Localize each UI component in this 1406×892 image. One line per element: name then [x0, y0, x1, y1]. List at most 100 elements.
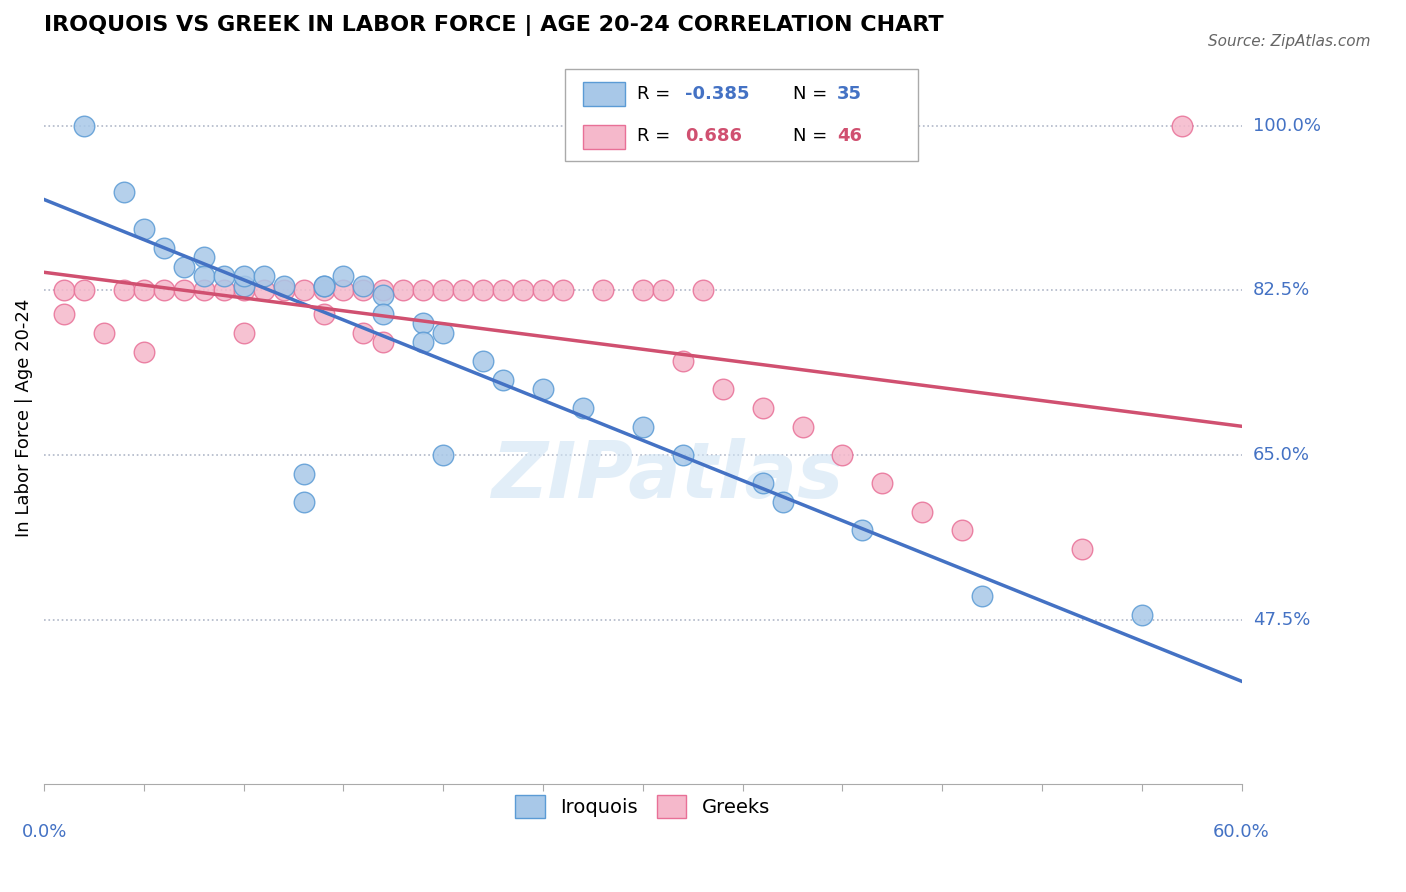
- Point: [373, 307, 395, 321]
- Point: [132, 344, 155, 359]
- Point: [432, 326, 454, 340]
- Point: [232, 326, 254, 340]
- Point: [212, 269, 235, 284]
- Point: [831, 448, 853, 462]
- Text: 46: 46: [837, 128, 862, 145]
- Point: [273, 284, 295, 298]
- Point: [751, 401, 773, 415]
- Point: [93, 326, 115, 340]
- FancyBboxPatch shape: [565, 69, 918, 161]
- Point: [950, 524, 973, 538]
- Point: [193, 251, 215, 265]
- Point: [312, 284, 335, 298]
- Point: [153, 284, 176, 298]
- Text: 82.5%: 82.5%: [1253, 281, 1310, 300]
- Point: [373, 284, 395, 298]
- Bar: [583, 82, 624, 106]
- Point: [472, 354, 495, 368]
- Point: [872, 476, 894, 491]
- Point: [352, 326, 374, 340]
- Y-axis label: In Labor Force | Age 20-24: In Labor Force | Age 20-24: [15, 298, 32, 537]
- Point: [232, 284, 254, 298]
- Point: [53, 284, 76, 298]
- Point: [412, 335, 434, 350]
- Point: [332, 269, 354, 284]
- Point: [292, 467, 315, 481]
- Bar: [583, 125, 624, 149]
- Point: [292, 495, 315, 509]
- Text: ZIPatlas: ZIPatlas: [491, 438, 844, 514]
- Legend: Iroquois, Greeks: Iroquois, Greeks: [508, 787, 778, 826]
- Text: R =: R =: [637, 128, 676, 145]
- Point: [672, 354, 695, 368]
- Point: [972, 589, 994, 603]
- Point: [631, 284, 654, 298]
- Point: [531, 284, 554, 298]
- Point: [253, 269, 276, 284]
- Text: 0.686: 0.686: [685, 128, 742, 145]
- Point: [911, 504, 934, 518]
- Point: [432, 284, 454, 298]
- Point: [492, 373, 515, 387]
- Text: 35: 35: [837, 85, 862, 103]
- Point: [232, 278, 254, 293]
- Point: [531, 382, 554, 396]
- Point: [332, 284, 354, 298]
- Point: [73, 119, 96, 133]
- Point: [312, 278, 335, 293]
- Point: [672, 448, 695, 462]
- Point: [193, 284, 215, 298]
- Point: [173, 284, 195, 298]
- Point: [312, 278, 335, 293]
- Text: -0.385: -0.385: [685, 85, 749, 103]
- Point: [1130, 608, 1153, 623]
- Text: 100.0%: 100.0%: [1253, 117, 1320, 135]
- Text: IROQUOIS VS GREEK IN LABOR FORCE | AGE 20-24 CORRELATION CHART: IROQUOIS VS GREEK IN LABOR FORCE | AGE 2…: [44, 15, 943, 36]
- Point: [792, 420, 814, 434]
- Point: [1170, 119, 1192, 133]
- Point: [292, 284, 315, 298]
- Point: [373, 335, 395, 350]
- Point: [212, 284, 235, 298]
- Point: [352, 278, 374, 293]
- Point: [253, 284, 276, 298]
- Text: 0.0%: 0.0%: [21, 823, 67, 841]
- Point: [551, 284, 574, 298]
- Point: [132, 222, 155, 236]
- Point: [373, 288, 395, 302]
- Point: [572, 401, 595, 415]
- Text: 65.0%: 65.0%: [1253, 446, 1310, 464]
- Point: [153, 241, 176, 255]
- Point: [492, 284, 515, 298]
- Point: [631, 420, 654, 434]
- Point: [692, 284, 714, 298]
- Text: N =: N =: [793, 85, 832, 103]
- Point: [312, 307, 335, 321]
- Point: [392, 284, 415, 298]
- Point: [232, 269, 254, 284]
- Point: [432, 448, 454, 462]
- Point: [851, 524, 873, 538]
- Point: [173, 260, 195, 274]
- Point: [53, 307, 76, 321]
- Point: [352, 284, 374, 298]
- Point: [751, 476, 773, 491]
- Point: [651, 284, 673, 298]
- Point: [73, 284, 96, 298]
- Text: 60.0%: 60.0%: [1213, 823, 1270, 841]
- Text: R =: R =: [637, 85, 676, 103]
- Text: 47.5%: 47.5%: [1253, 611, 1310, 629]
- Point: [711, 382, 734, 396]
- Point: [472, 284, 495, 298]
- Point: [592, 284, 614, 298]
- Point: [112, 185, 135, 199]
- Point: [412, 284, 434, 298]
- Point: [112, 284, 135, 298]
- Point: [451, 284, 474, 298]
- Point: [512, 284, 534, 298]
- Text: N =: N =: [793, 128, 832, 145]
- Text: Source: ZipAtlas.com: Source: ZipAtlas.com: [1208, 34, 1371, 49]
- Point: [193, 269, 215, 284]
- Point: [273, 278, 295, 293]
- Point: [412, 316, 434, 330]
